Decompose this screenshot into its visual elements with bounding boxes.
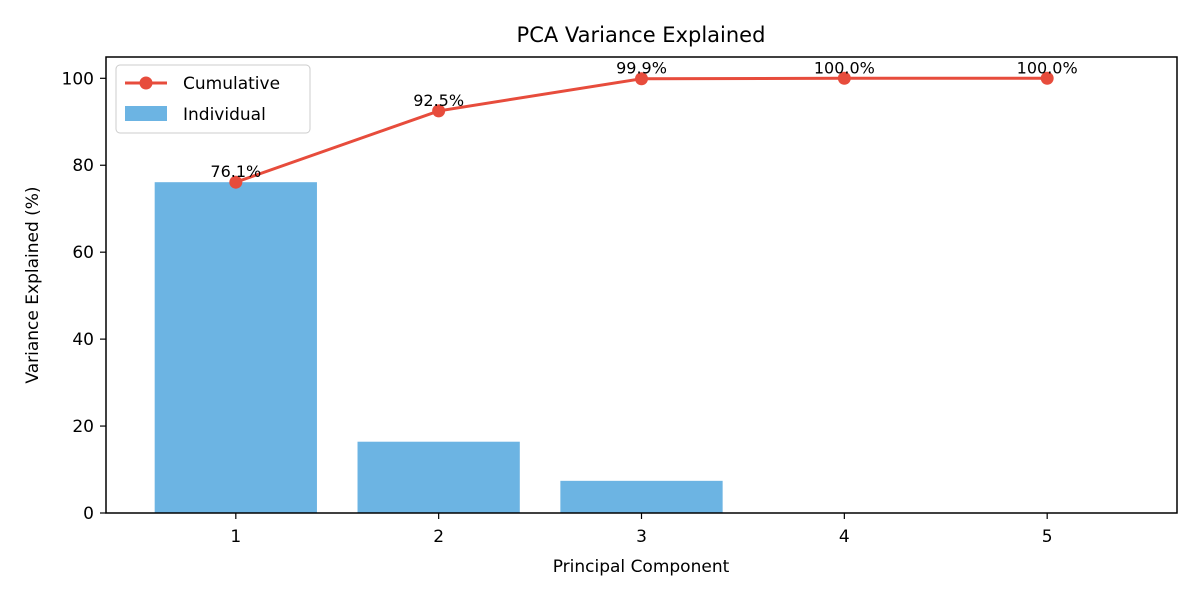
legend-marker-swatch — [140, 77, 153, 90]
y-tick-label: 20 — [72, 417, 94, 437]
data-label: 99.9% — [616, 59, 667, 78]
bar-pc3 — [560, 481, 722, 513]
x-tick-label: 2 — [433, 527, 444, 547]
y-axis-label: Variance Explained (%) — [23, 186, 43, 383]
bar-pc1 — [155, 182, 317, 513]
chart-title: PCA Variance Explained — [517, 23, 766, 47]
data-label: 76.1% — [210, 162, 261, 181]
legend-bar-swatch — [125, 106, 167, 121]
y-tick-label: 40 — [72, 330, 94, 350]
y-tick-label: 0 — [83, 504, 94, 524]
x-tick-label: 1 — [230, 527, 241, 547]
legend-label-individual: Individual — [183, 105, 266, 125]
legend: Cumulative Individual — [116, 65, 310, 133]
data-label: 100.0% — [814, 58, 875, 77]
x-tick-label: 3 — [636, 527, 647, 547]
y-tick-label: 100 — [62, 69, 94, 89]
y-tick-label: 60 — [72, 243, 94, 263]
x-tick-label: 4 — [839, 527, 850, 547]
x-axis-label: Principal Component — [553, 557, 730, 577]
bar-pc2 — [358, 442, 520, 513]
y-tick-label: 80 — [72, 156, 94, 176]
x-tick-label: 5 — [1042, 527, 1053, 547]
legend-label-cumulative: Cumulative — [183, 74, 280, 94]
cumulative-line — [236, 78, 1047, 182]
data-label: 92.5% — [413, 91, 464, 110]
data-label: 100.0% — [1017, 58, 1078, 77]
